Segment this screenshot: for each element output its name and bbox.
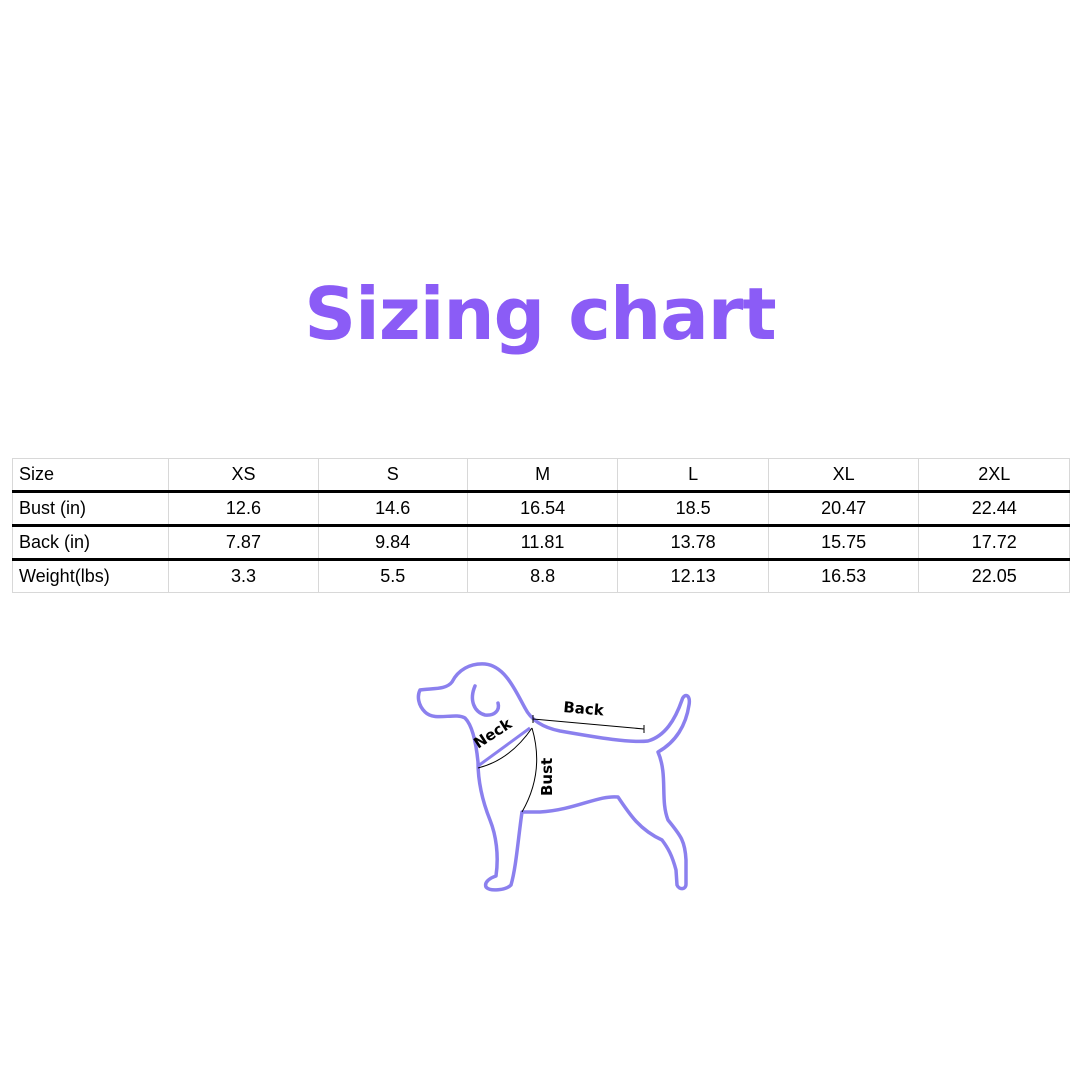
header-cell: S — [317, 458, 468, 493]
table-header-row: Size XS S M L XL 2XL — [11, 458, 1070, 493]
cell: Weight(lbs) — [11, 559, 170, 593]
cell: 9.84 — [317, 525, 468, 561]
back-measure-line — [532, 715, 645, 733]
cell: 13.78 — [617, 525, 769, 561]
cell: 22.44 — [918, 491, 1070, 527]
header-cell: XL — [767, 458, 920, 493]
cell: 17.72 — [918, 525, 1070, 561]
table-row: Back (in) 7.87 9.84 11.81 13.78 15.75 17… — [11, 525, 1070, 561]
header-cell: M — [466, 458, 619, 493]
bust-measure-curve — [521, 727, 538, 813]
cell: 20.47 — [767, 491, 920, 527]
dog-outline — [416, 662, 692, 892]
table-row: Bust (in) 12.6 14.6 16.54 18.5 20.47 22.… — [11, 491, 1070, 527]
cell: 8.8 — [466, 559, 619, 593]
cell: 16.53 — [767, 559, 920, 593]
cell: 16.54 — [466, 491, 619, 527]
cell: 11.81 — [466, 525, 619, 561]
cell: 14.6 — [317, 491, 468, 527]
cell: 5.5 — [317, 559, 468, 593]
header-cell: L — [617, 458, 769, 493]
table-row: Weight(lbs) 3.3 5.5 8.8 12.13 16.53 22.0… — [11, 559, 1070, 593]
cell: 3.3 — [168, 559, 319, 593]
page-title: Sizing chart — [304, 272, 776, 356]
cell: 12.13 — [617, 559, 769, 593]
cell: 12.6 — [168, 491, 319, 527]
cell: 22.05 — [918, 559, 1070, 593]
header-cell: Size — [11, 458, 170, 493]
cell: 15.75 — [767, 525, 920, 561]
dog-ear — [470, 684, 501, 717]
neck-measure-curve — [477, 727, 533, 769]
cell: Back (in) — [11, 525, 170, 561]
size-table: Size XS S M L XL 2XL Bust (in) 12.6 14.6… — [11, 458, 1070, 593]
header-cell: 2XL — [918, 458, 1070, 493]
header-cell: XS — [168, 458, 319, 493]
back-label: Back — [563, 698, 606, 720]
cell: 7.87 — [168, 525, 319, 561]
cell: Bust (in) — [11, 491, 170, 527]
bust-label: Bust — [538, 758, 556, 796]
cell: 18.5 — [617, 491, 769, 527]
neck-line — [477, 726, 531, 768]
neck-label: Neck — [470, 714, 516, 752]
